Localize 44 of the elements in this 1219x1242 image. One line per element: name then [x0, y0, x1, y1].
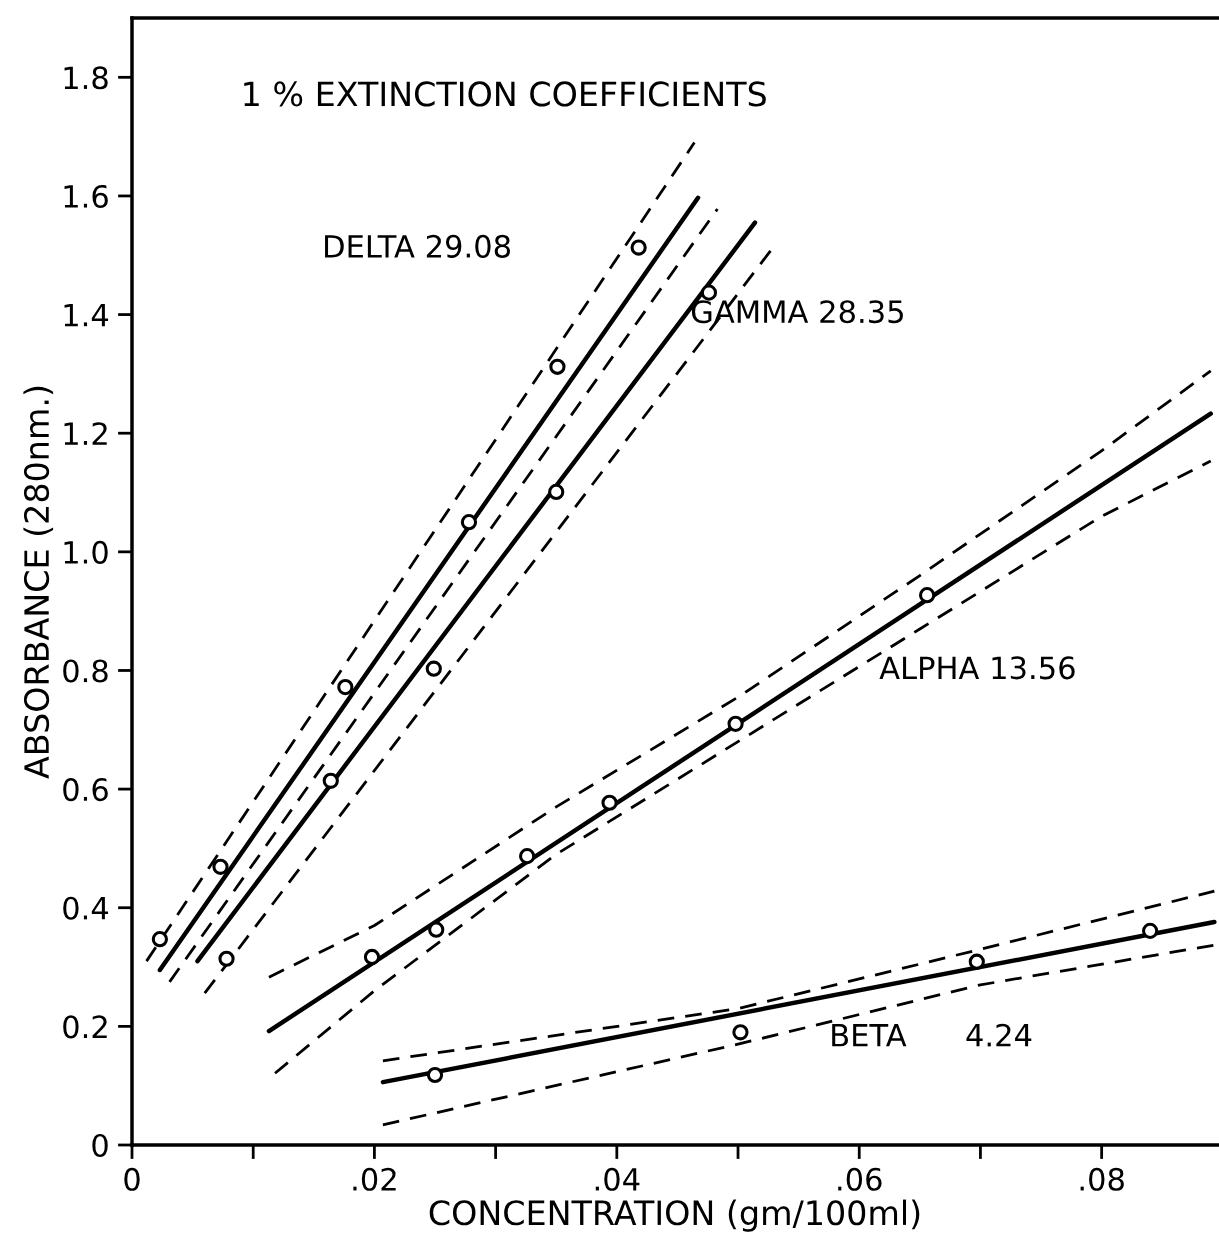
y-tick-label: 0.8: [63, 659, 108, 683]
point: [212, 858, 229, 875]
y-tick-label: 1.6: [64, 184, 108, 208]
y-tick-label: 0.6: [63, 778, 108, 802]
point: [700, 284, 718, 301]
point: [918, 587, 936, 604]
point: [337, 678, 354, 696]
point: [428, 921, 445, 938]
point: [426, 1066, 444, 1084]
x-tick-label: .04: [595, 1167, 640, 1191]
y-tick-label: 1.4: [64, 303, 109, 327]
point: [601, 794, 618, 811]
y-tick-label: 1.2: [64, 422, 107, 445]
point: [519, 848, 536, 865]
annotation: ALPHA 13.56: [879, 656, 1075, 680]
point: [1142, 922, 1159, 939]
point: [549, 358, 566, 375]
point: [218, 950, 235, 967]
point: [425, 660, 442, 677]
point: [151, 931, 168, 948]
point: [363, 948, 381, 966]
y-axis-title: ABSORBANCE (280nm.): [23, 386, 54, 779]
annotation: GAMMA 28.35: [691, 300, 903, 324]
x-tick-label: 0: [124, 1167, 140, 1191]
annotation: BETA 4.24: [832, 1023, 1032, 1047]
x-tick-label: .08: [1080, 1167, 1124, 1191]
point: [732, 1024, 749, 1041]
point: [630, 239, 647, 256]
line-series: [381, 943, 1216, 1127]
y-tick-label: 0: [92, 1133, 108, 1158]
text: 1 % EXTINCTION COEFFICIENTS: [244, 81, 766, 107]
point: [548, 483, 565, 501]
point: [322, 772, 339, 789]
y-tick-label: 0.2: [63, 1015, 107, 1039]
x-tick-label: .06: [838, 1167, 882, 1191]
y-tick-label: 0.4: [63, 896, 109, 920]
annotation: DELTA 29.08: [325, 234, 510, 258]
point: [460, 514, 478, 531]
x-axis-title: CONCENTRATION (gm/100ml): [429, 1199, 920, 1232]
x-tick-label: .02: [353, 1167, 396, 1191]
point: [727, 715, 744, 732]
y-tick-label: 1.0: [64, 540, 108, 564]
y-tick-label: 1.8: [64, 66, 108, 90]
point: [968, 953, 985, 970]
